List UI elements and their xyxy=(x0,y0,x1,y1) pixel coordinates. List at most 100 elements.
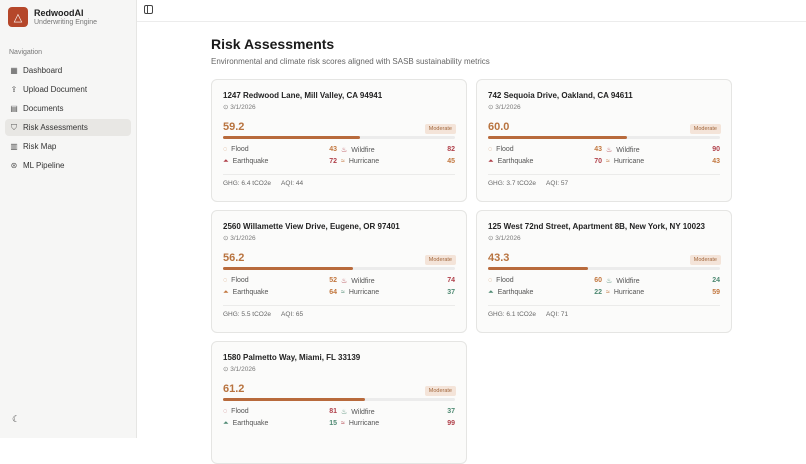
flood-icon: ◌ xyxy=(223,408,228,415)
risk-value: 82 xyxy=(447,146,455,153)
risk-earthquake: ⏶ Earthquake 72 xyxy=(223,158,337,166)
risk-label: Earthquake xyxy=(232,289,269,296)
earthquake-icon: ⏶ xyxy=(488,158,494,165)
risk-value: 81 xyxy=(329,408,337,415)
location-icon: ⊙ xyxy=(223,235,229,242)
risk-card[interactable]: 742 Sequoia Drive, Oakland, CA 94611 ⊙ 3… xyxy=(476,79,732,202)
risk-level-badge: Moderate xyxy=(424,255,456,265)
hurricane-icon: ≈ xyxy=(341,289,345,296)
risk-wildfire: ♨ Wildfire 74 xyxy=(341,277,455,285)
risk-label: Hurricane xyxy=(613,289,645,296)
risk-hurricane: ≈ Hurricane 99 xyxy=(341,420,455,428)
risk-label: Hurricane xyxy=(613,158,645,165)
risk-value: 70 xyxy=(594,158,602,165)
risk-label: Flood xyxy=(231,408,249,415)
app-subtitle: Underwriting Engine xyxy=(34,19,98,26)
score-bar-fill xyxy=(488,267,589,270)
risk-label: Flood xyxy=(231,277,249,284)
sidebar-item-ml-pipeline[interactable]: ⊛ ML Pipeline xyxy=(5,157,131,174)
risk-label: Earthquake xyxy=(497,289,534,296)
risk-score: 43.3 xyxy=(488,252,510,264)
risk-label: Wildfire xyxy=(351,278,375,285)
map-icon: ▥ xyxy=(10,142,18,151)
document-icon: ▤ xyxy=(10,104,18,113)
brand[interactable]: △ RedwoodAI Underwriting Engine xyxy=(0,0,136,34)
location-icon: ⊙ xyxy=(223,104,229,111)
aqi-value: AQI: 57 xyxy=(546,180,569,187)
risk-value: 64 xyxy=(329,289,337,296)
earthquake-icon: ⏶ xyxy=(223,420,229,427)
risk-value: 52 xyxy=(329,277,337,284)
page-subtitle: Environmental and climate risk scores al… xyxy=(211,57,490,66)
wildfire-icon: ♨ xyxy=(341,147,348,154)
risk-label: Wildfire xyxy=(351,147,375,154)
ghg-value: GHG: 3.7 tCO2e xyxy=(488,180,537,187)
score-bar xyxy=(488,136,720,139)
risk-wildfire: ♨ Wildfire 37 xyxy=(341,408,455,416)
sidebar-item-label: ML Pipeline xyxy=(23,161,65,170)
risk-label: Hurricane xyxy=(348,420,380,427)
score-bar-fill xyxy=(223,267,354,270)
risk-value: 43 xyxy=(712,158,720,165)
risk-earthquake: ⏶ Earthquake 15 xyxy=(223,420,337,428)
moon-icon[interactable]: ☾ xyxy=(12,414,21,424)
ghg-value: GHG: 5.5 tCO2e xyxy=(223,311,272,318)
wildfire-icon: ♨ xyxy=(341,278,348,285)
sidebar-item-label: Documents xyxy=(23,104,64,113)
assessment-date: 3/1/2026 xyxy=(495,235,521,242)
risk-hurricane: ≈ Hurricane 45 xyxy=(341,158,455,166)
assessment-date: 3/1/2026 xyxy=(230,366,256,373)
ghg-value: GHG: 6.1 tCO2e xyxy=(488,311,537,318)
risk-value: 37 xyxy=(447,408,455,415)
score-bar xyxy=(223,267,455,270)
sidebar-item-label: Risk Assessments xyxy=(23,123,88,132)
aqi-value: AQI: 65 xyxy=(281,311,304,318)
risk-card[interactable]: 125 West 72nd Street, Apartment 8B, New … xyxy=(476,210,732,333)
risk-level-badge: Moderate xyxy=(689,124,721,134)
wildfire-icon: ♨ xyxy=(341,409,348,416)
location-icon: ⊙ xyxy=(488,104,494,111)
risk-hurricane: ≈ Hurricane 43 xyxy=(606,158,720,166)
location-icon: ⊙ xyxy=(223,366,229,373)
score-bar xyxy=(488,267,720,270)
risk-value: 60 xyxy=(594,277,602,284)
risk-flood: ◌ Flood 60 xyxy=(488,277,602,285)
risk-level-badge: Moderate xyxy=(424,124,456,134)
risk-flood: ◌ Flood 81 xyxy=(223,408,337,416)
sidebar-item-risk-map[interactable]: ▥ Risk Map xyxy=(5,138,131,155)
risk-label: Hurricane xyxy=(348,158,380,165)
earthquake-icon: ⏶ xyxy=(488,289,494,296)
assessment-date: 3/1/2026 xyxy=(230,235,256,242)
hurricane-icon: ≈ xyxy=(341,158,345,165)
sidebar-item-upload-document[interactable]: ⇪ Upload Document xyxy=(5,81,131,98)
sidebar-item-dashboard[interactable]: ▦ Dashboard xyxy=(5,62,131,79)
sidebar-item-documents[interactable]: ▤ Documents xyxy=(5,100,131,117)
upload-icon: ⇪ xyxy=(10,85,18,94)
nav-section-label: Navigation xyxy=(9,49,43,56)
risk-label: Flood xyxy=(496,146,514,153)
score-bar-fill xyxy=(223,136,361,139)
sidebar-item-label: Risk Map xyxy=(23,142,57,151)
grid-icon: ▦ xyxy=(10,66,18,75)
earthquake-icon: ⏶ xyxy=(223,158,229,165)
flood-icon: ◌ xyxy=(488,146,493,153)
risk-card[interactable]: 2560 Willamette View Drive, Eugene, OR 9… xyxy=(211,210,467,333)
app-name: RedwoodAI xyxy=(34,8,84,18)
risk-score: 56.2 xyxy=(223,252,245,264)
risk-wildfire: ♨ Wildfire 24 xyxy=(606,277,720,285)
location-icon: ⊙ xyxy=(488,235,494,242)
shield-icon: ⛉ xyxy=(11,122,17,132)
sidebar-toggle-icon[interactable] xyxy=(144,5,153,14)
risk-value: 15 xyxy=(329,420,337,427)
property-address: 125 West 72nd Street, Apartment 8B, New … xyxy=(488,222,705,231)
risk-score: 60.0 xyxy=(488,121,510,133)
sidebar-item-risk-assessments[interactable]: ⛉ Risk Assessments xyxy=(5,119,131,136)
aqi-value: AQI: 44 xyxy=(281,180,304,187)
risk-label: Wildfire xyxy=(351,409,375,416)
risk-value: 43 xyxy=(594,146,602,153)
risk-label: Hurricane xyxy=(348,289,380,296)
score-bar xyxy=(223,398,455,401)
risk-card[interactable]: 1580 Palmetto Way, Miami, FL 33139 ⊙ 3/1… xyxy=(211,341,467,464)
flood-icon: ◌ xyxy=(223,277,228,284)
risk-card[interactable]: 1247 Redwood Lane, Mill Valley, CA 94941… xyxy=(211,79,467,202)
